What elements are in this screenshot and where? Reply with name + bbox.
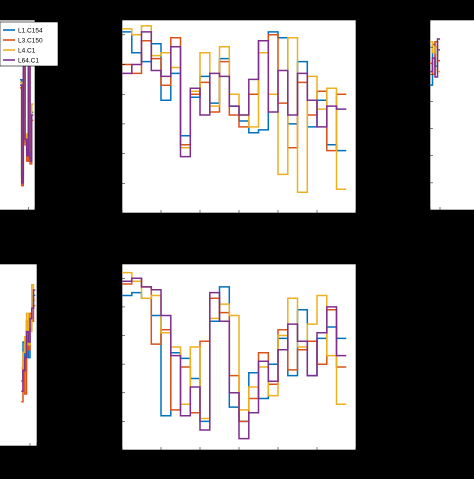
series-line-l4-c1 (21, 284, 36, 369)
x-tick-label: 0 (120, 453, 124, 460)
x-tick-label: 2000 (154, 453, 169, 460)
x-axis-label: time (days) (222, 225, 257, 232)
legend-label: L64.C1 (18, 57, 39, 64)
chart-panel-5: 0 2000 4000 6000 8000 10000 12000 1000 2000 3000 4… (93, 263, 365, 469)
y-tick-label: 2000 (414, 153, 429, 160)
y-axis-label: water injection rate (STB/day) (401, 69, 408, 162)
x-tick-label: 2000 (433, 213, 448, 220)
x-tick-label: 8000 (271, 216, 286, 223)
y-axis-label: water injection rate (STB/day) (93, 311, 100, 404)
y-tick-label: 4000 (106, 91, 121, 98)
y-tick-label: 2000 (106, 151, 121, 158)
y-axis-label: water injection rate (STB/day) (93, 70, 100, 163)
series-line-l64-c1 (122, 277, 347, 440)
series-line-l64-c1 (122, 31, 347, 158)
x-tick-label: 8000 (271, 453, 286, 460)
plot-area (0, 263, 38, 447)
y-tick-label: 3000 (106, 361, 121, 368)
x-tick-label: 12000 (347, 216, 365, 223)
legend-label: L4.C1 (18, 47, 36, 54)
x-tick-label: 4000 (193, 453, 208, 460)
x-tick-label: 2000 (154, 216, 169, 223)
x-tick-label: 6000 (232, 216, 247, 223)
y-tick-label: 6000 (106, 32, 121, 39)
x-tick-label: 12000 (26, 213, 44, 220)
y-tick-label: 6000 (414, 44, 429, 51)
x-axis-label: time (days) (222, 462, 257, 469)
chart-panel-2: 0 2000 4000 6000 8000 10000 12000 1000 2000 3000 4… (93, 19, 365, 232)
y-tick-label: 3000 (106, 121, 121, 128)
y-tick-label: 5000 (106, 62, 121, 69)
y-tick-label: 2000 (106, 390, 121, 397)
x-tick-label: 10000 (21, 449, 39, 456)
x-tick-label: 10000 (19, 213, 37, 220)
x-tick-label: 0 (120, 216, 124, 223)
series-line-l4-c1 (122, 25, 347, 193)
y-tick-label: 4000 (414, 99, 429, 106)
y-tick-label: 1000 (106, 181, 121, 188)
y-tick-label: 5000 (414, 71, 429, 78)
x-tick-label: 12000 (28, 449, 46, 456)
y-tick-label: 3000 (414, 126, 429, 133)
legend-label: L3.C150 (18, 37, 43, 44)
legend-label: L1.C154 (18, 27, 43, 34)
plot-area (429, 19, 474, 211)
series-line-l64-c1 (430, 38, 440, 78)
x-tick-label: 10000 (308, 216, 326, 223)
y-tick-label: 1000 (414, 180, 429, 187)
x-tick-label: 6000 (232, 453, 247, 460)
x-tick-label: 12000 (347, 453, 365, 460)
y-tick-label: 6000 (106, 276, 121, 283)
legend: L1.C154 L3.C150 L4.C1 L64.C1 (0, 21, 59, 67)
x-tick-label: 0 (428, 213, 432, 220)
series-line-l64-c1 (20, 49, 34, 184)
x-tick-label: 4000 (193, 216, 208, 223)
y-tick-label: 5000 (106, 304, 121, 311)
x-tick-label: 10000 (308, 453, 326, 460)
y-tick-label: 4000 (106, 333, 121, 340)
y-tick-label: 1000 (106, 419, 121, 426)
series-line-l64-c1 (21, 289, 36, 393)
